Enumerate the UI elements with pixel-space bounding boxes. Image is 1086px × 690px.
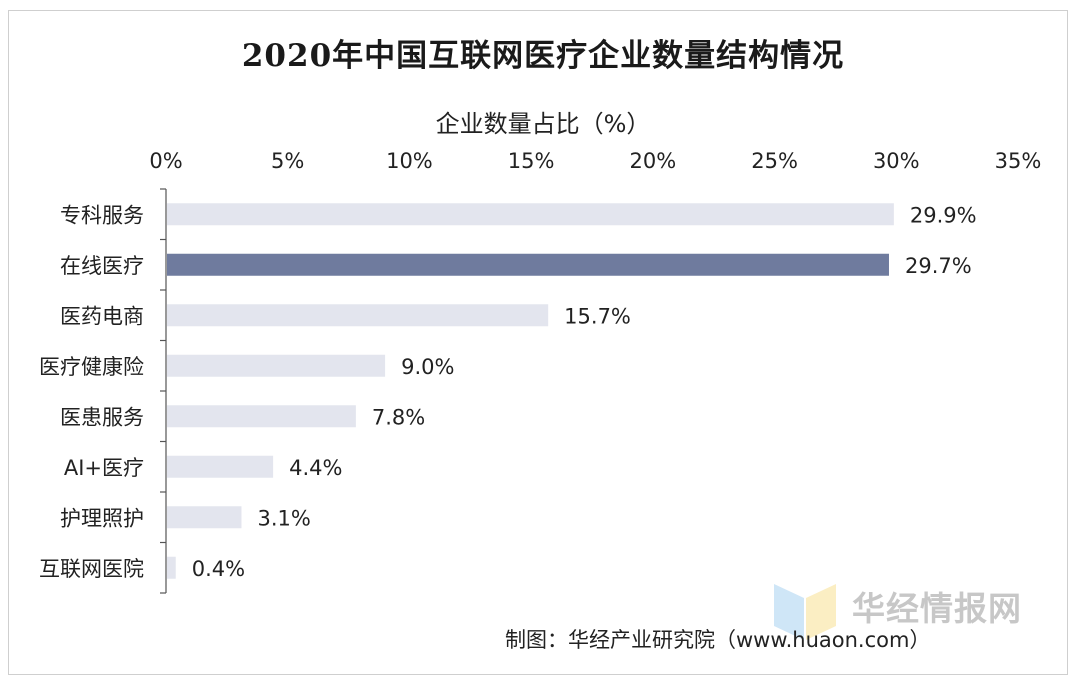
bar [167, 556, 176, 579]
data-label: 15.7% [564, 304, 631, 328]
chart-title: 2020年中国互联网医疗企业数量结构情况 [241, 38, 845, 74]
x-axis-title: 企业数量占比（%） [435, 110, 651, 138]
x-tick-label: 5% [271, 149, 304, 173]
category-label: 专科服务 [60, 203, 144, 227]
data-label: 4.4% [289, 456, 342, 480]
category-label: 医疗健康险 [39, 355, 144, 379]
bar [167, 455, 274, 478]
x-tick-label: 20% [630, 149, 677, 173]
category-label: 医药电商 [60, 304, 144, 328]
watermark-logo-icon [770, 578, 840, 648]
x-tick-label: 10% [386, 149, 433, 173]
bar [167, 203, 894, 226]
data-label: 7.8% [372, 405, 425, 429]
category-label: 医患服务 [60, 405, 144, 429]
x-tick-label: 35% [995, 149, 1042, 173]
bar [167, 304, 549, 327]
data-label: 3.1% [257, 506, 310, 530]
watermark-text: 华经情报网 [852, 589, 1022, 628]
x-tick-label: 15% [508, 149, 555, 173]
data-label: 29.7% [905, 254, 972, 278]
chart-frame [8, 10, 1068, 675]
bar [167, 506, 242, 529]
x-tick-label: 25% [751, 149, 798, 173]
category-label: AI+医疗 [64, 456, 144, 480]
data-label: 9.0% [401, 355, 454, 379]
data-label: 0.4% [192, 557, 245, 581]
category-label: 互联网医院 [39, 557, 144, 581]
x-tick-label: 30% [873, 149, 920, 173]
bar [167, 354, 386, 377]
category-label: 护理照护 [60, 506, 144, 530]
data-label: 29.9% [910, 203, 977, 227]
bar [167, 405, 356, 428]
source-note: 制图：华经产业研究院（www.huaon.com） [505, 628, 931, 652]
bar [167, 253, 889, 276]
x-tick-label: 0% [149, 149, 182, 173]
category-label: 在线医疗 [60, 254, 144, 278]
